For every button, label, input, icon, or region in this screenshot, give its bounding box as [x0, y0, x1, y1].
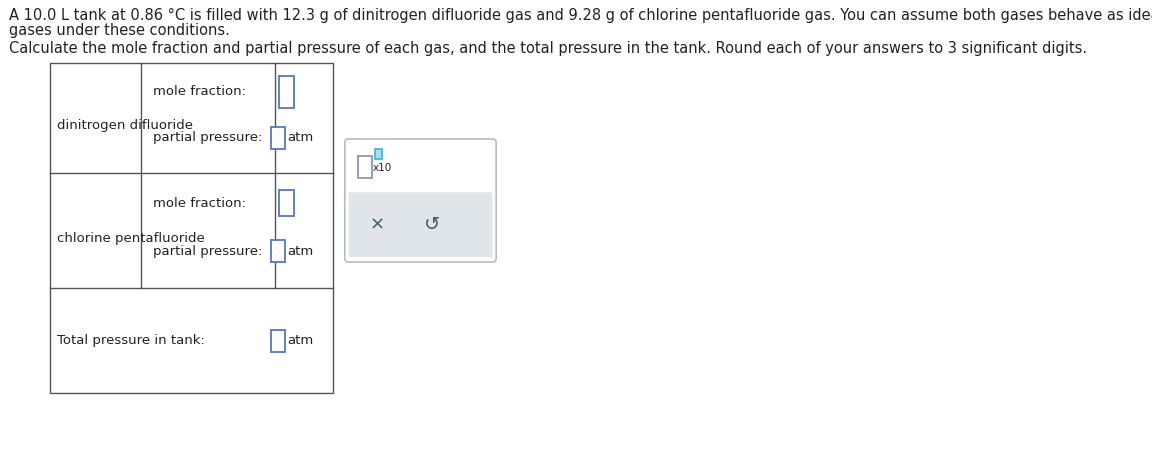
Bar: [374, 149, 382, 159]
Text: x10: x10: [373, 163, 393, 173]
Text: atm: atm: [288, 131, 313, 145]
Text: atm: atm: [288, 245, 313, 258]
Text: Calculate the mole fraction and partial pressure of each gas, and the total pres: Calculate the mole fraction and partial …: [9, 41, 1087, 56]
Text: Total pressure in tank:: Total pressure in tank:: [58, 334, 205, 347]
Text: partial pressure:: partial pressure:: [153, 245, 263, 258]
Bar: [279, 190, 295, 216]
Bar: [272, 127, 286, 149]
Bar: [50, 63, 333, 393]
Text: mole fraction:: mole fraction:: [153, 197, 245, 210]
FancyBboxPatch shape: [349, 193, 492, 257]
Bar: [279, 76, 295, 108]
Text: mole fraction:: mole fraction:: [153, 85, 245, 98]
Text: ×: ×: [370, 216, 385, 234]
Text: dinitrogen difluoride: dinitrogen difluoride: [58, 120, 194, 132]
Bar: [272, 329, 286, 352]
Text: ↺: ↺: [424, 215, 440, 234]
Text: chlorine pentafluoride: chlorine pentafluoride: [58, 232, 205, 245]
FancyBboxPatch shape: [344, 139, 497, 262]
Text: partial pressure:: partial pressure:: [153, 131, 263, 145]
Text: gases under these conditions.: gases under these conditions.: [9, 23, 230, 38]
Bar: [272, 240, 286, 262]
Bar: [358, 156, 372, 178]
Text: A 10.0 L tank at 0.86 °C is filled with 12.3 g of dinitrogen difluoride gas and : A 10.0 L tank at 0.86 °C is filled with …: [9, 8, 1152, 23]
Text: atm: atm: [288, 334, 313, 347]
